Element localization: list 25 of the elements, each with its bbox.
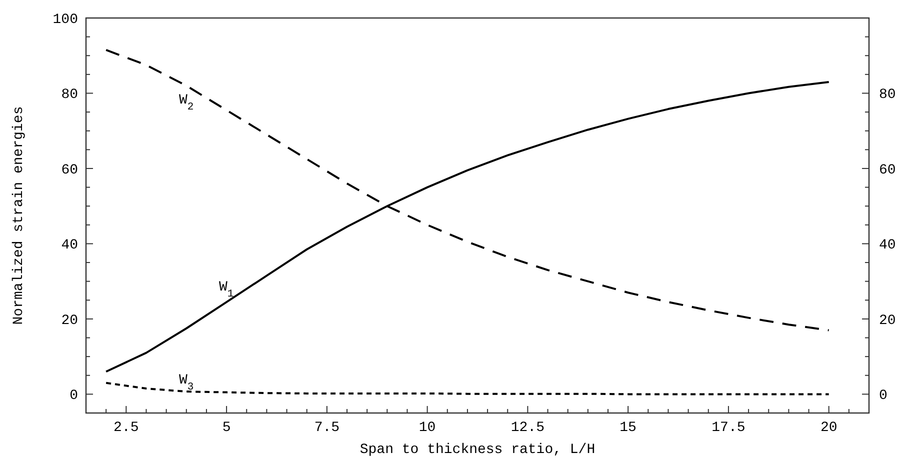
- line-series: [105, 382, 830, 396]
- y-axis-title: Normalized strain energies: [11, 106, 27, 325]
- x-tick-label: 10: [418, 420, 436, 436]
- y2-tick-label: 80: [879, 87, 896, 104]
- x-tick-label: 15: [620, 420, 636, 436]
- y2-tick-label: 0: [879, 388, 888, 404]
- series-label: W$_{3}$: [179, 372, 194, 394]
- y-tick-label: 20: [61, 312, 78, 329]
- x-tick-label: 5: [222, 420, 231, 436]
- x-tick-label: 12.5: [510, 420, 544, 436]
- y-tick-label: 40: [61, 238, 78, 254]
- y2-tick-label: 20: [879, 312, 896, 329]
- x-tick-label: 17.5: [712, 420, 746, 436]
- y-tick-label: 0: [70, 388, 78, 404]
- x-tick-label: 20: [820, 420, 838, 436]
- y-tick-label: 80: [61, 87, 78, 104]
- y2-tick-label: 60: [879, 162, 896, 178]
- y-tick-label: 60: [61, 162, 78, 178]
- x-tick-label: 2.5: [114, 420, 139, 436]
- y2-tick-label: 40: [879, 238, 896, 254]
- x-tick-label: 7.5: [314, 420, 340, 436]
- x-axis-title: Span to thickness ratio, L/H: [360, 442, 596, 458]
- y-tick-label: 100: [52, 12, 78, 28]
- series-label: W$_{1}$: [219, 279, 234, 300]
- series-label: W$_{2}$: [179, 92, 194, 114]
